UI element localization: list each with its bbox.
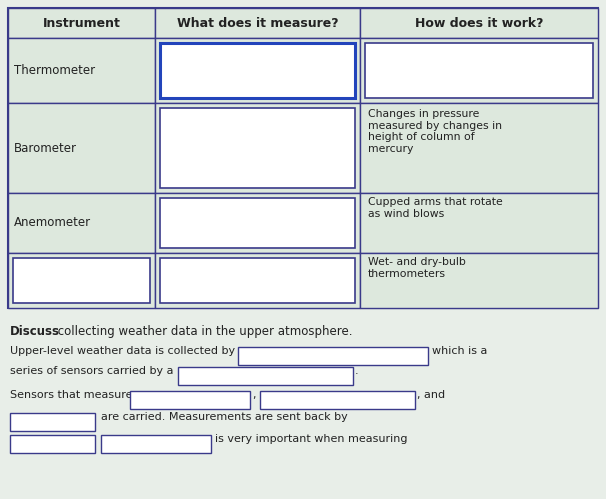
Bar (365, 43, 593, 98)
Bar (360, 253, 598, 308)
Text: Barometer: Barometer (14, 142, 77, 155)
Text: series of sensors carried by a: series of sensors carried by a (10, 366, 177, 376)
Text: Changes in pressure
measured by changes in
height of column of
mercury: Changes in pressure measured by changes … (368, 109, 502, 154)
Bar (238, 347, 428, 365)
Bar (360, 103, 598, 193)
Bar (155, 253, 360, 308)
Bar (360, 8, 598, 38)
Bar (13, 258, 150, 303)
Bar (10, 413, 95, 431)
Text: is very important when measuring: is very important when measuring (215, 434, 407, 444)
Text: collecting weather data in the upper atmosphere.: collecting weather data in the upper atm… (54, 325, 353, 338)
Bar (101, 435, 211, 453)
Bar (8, 193, 155, 253)
Bar (8, 103, 155, 193)
Bar (155, 103, 360, 193)
Text: are carried. Measurements are sent back by: are carried. Measurements are sent back … (101, 412, 348, 422)
Text: Cupped arms that rotate
as wind blows: Cupped arms that rotate as wind blows (368, 197, 503, 219)
Text: , and: , and (417, 390, 445, 400)
Bar (8, 38, 155, 103)
Bar (130, 391, 250, 409)
Bar (260, 391, 415, 409)
Text: Sensors that measure: Sensors that measure (10, 390, 136, 400)
Bar (160, 108, 355, 188)
Bar (160, 258, 355, 303)
Bar (178, 367, 353, 385)
Text: How does it work?: How does it work? (415, 16, 543, 29)
Bar (8, 8, 155, 38)
Bar (155, 193, 360, 253)
Bar (160, 198, 355, 248)
Bar (8, 253, 155, 308)
Text: Instrument: Instrument (42, 16, 121, 29)
Bar (155, 38, 360, 103)
Text: Wet- and dry-bulb
thermometers: Wet- and dry-bulb thermometers (368, 257, 466, 278)
Text: which is a: which is a (432, 346, 487, 356)
Text: Thermometer: Thermometer (14, 64, 95, 77)
Text: .: . (355, 366, 359, 376)
Text: Discuss: Discuss (10, 325, 60, 338)
Bar (360, 193, 598, 253)
Bar (360, 38, 598, 103)
Bar (10, 435, 95, 453)
Bar (155, 8, 360, 38)
Text: ,: , (252, 390, 256, 400)
Bar (160, 43, 355, 98)
Text: Upper-level weather data is collected by a: Upper-level weather data is collected by… (10, 346, 249, 356)
Text: What does it measure?: What does it measure? (177, 16, 338, 29)
Text: Anemometer: Anemometer (14, 217, 91, 230)
Bar (8, 8, 598, 308)
